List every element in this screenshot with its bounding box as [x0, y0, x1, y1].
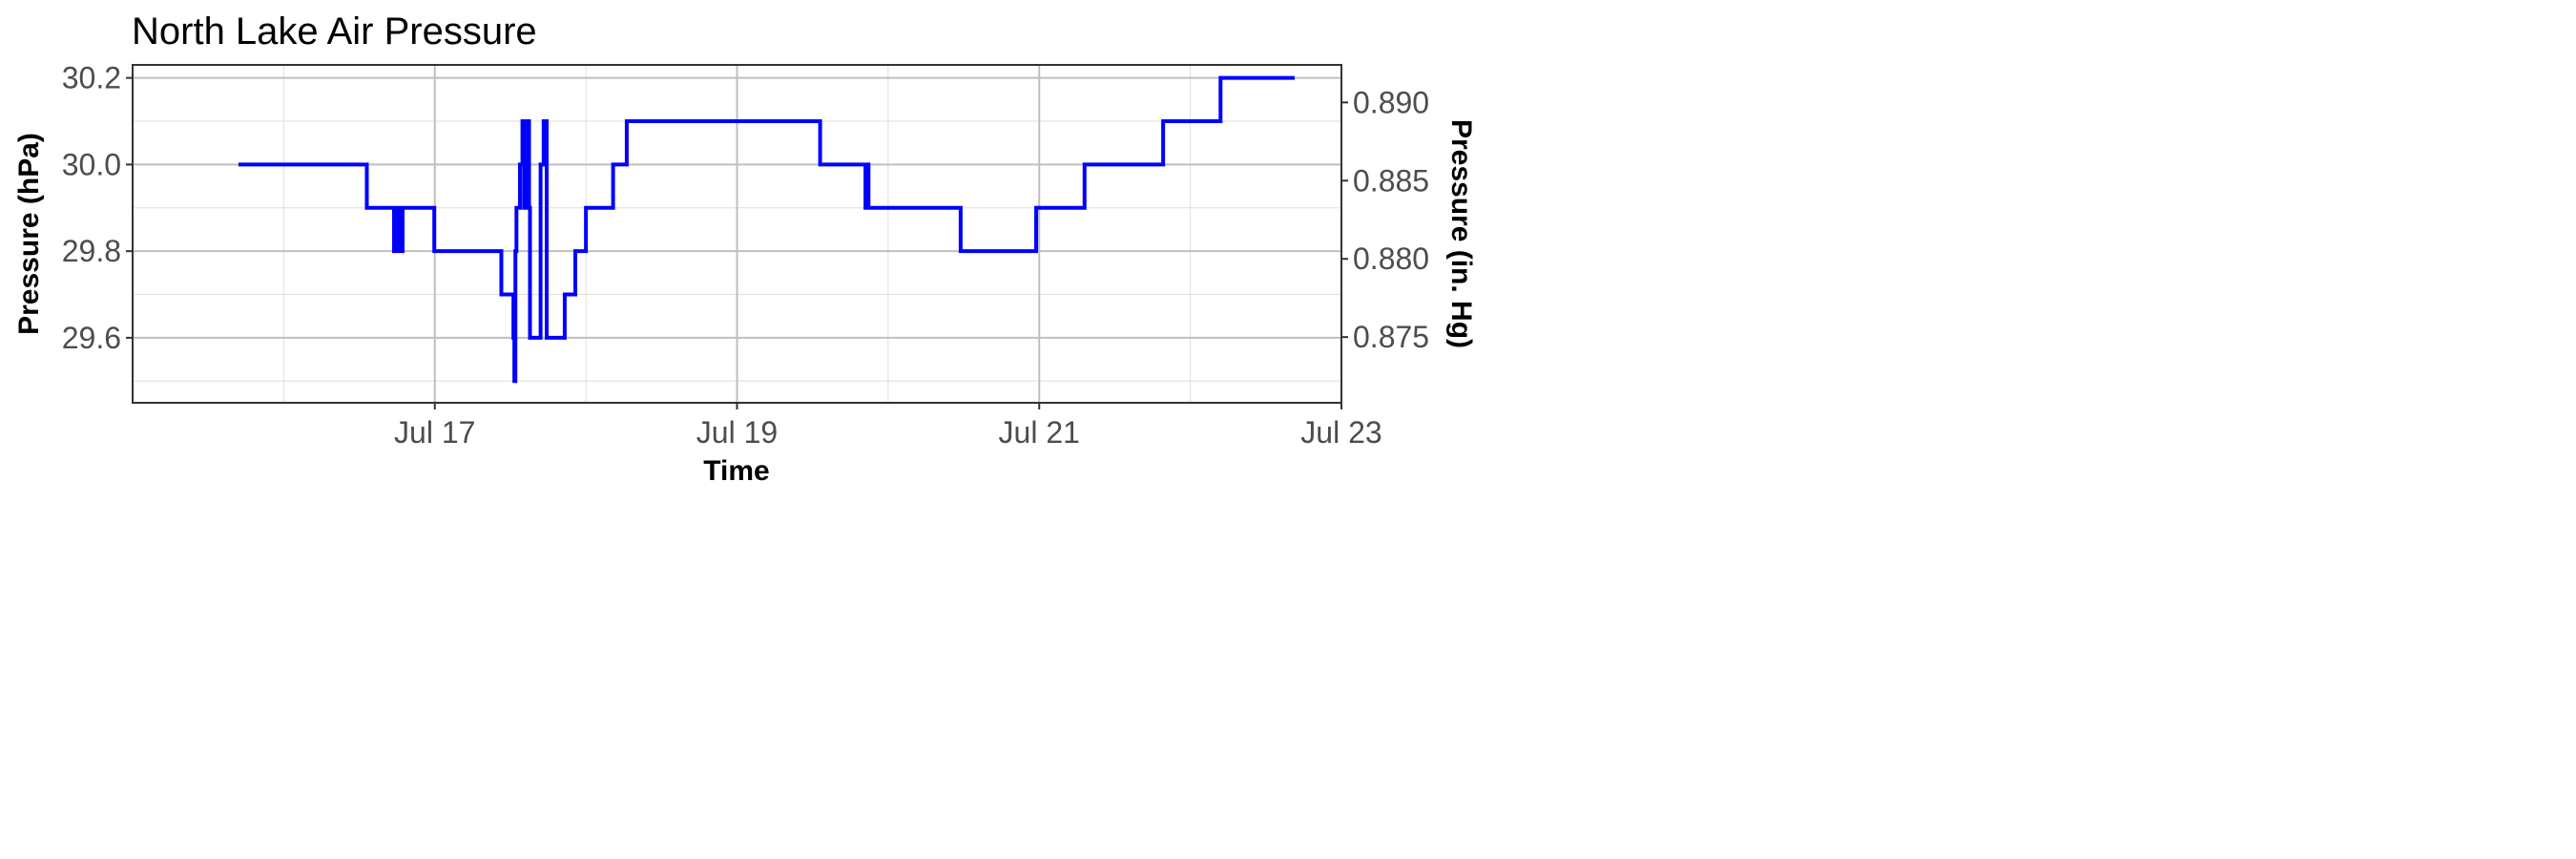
- pressure-series-line: [238, 75, 1295, 384]
- grid: [133, 65, 1341, 403]
- plot-area: [238, 75, 1295, 384]
- y2-axis-title: Pressure (in. Hg): [1445, 119, 1477, 348]
- axes: Jul 17 Jul 19 Jul 21 Jul 23 29.6 29.8 30.0 30.2…: [62, 61, 1429, 450]
- chart-svg: North Lake Air Pressure Jul 17 Jul 19 Jul …: [13, 10, 1477, 487]
- y-tick-label: 30.0: [62, 147, 121, 181]
- y2-tick-label: 0.875: [1353, 320, 1429, 354]
- x-tick-label: Jul 21: [999, 415, 1080, 450]
- y2-tick-label: 0.885: [1353, 163, 1429, 198]
- y-tick-label: 30.2: [62, 61, 121, 95]
- chart: North Lake Air Pressure Jul 17 Jul 19 Jul …: [0, 0, 1495, 498]
- x-axis-title: Time: [703, 455, 769, 487]
- y-tick-label: 29.8: [62, 234, 121, 268]
- x-tick-label: Jul 23: [1300, 415, 1381, 450]
- chart-title: North Lake Air Pressure: [132, 10, 537, 52]
- y-axis-title: Pressure (hPa): [13, 133, 45, 335]
- y2-tick-label: 0.880: [1353, 241, 1429, 276]
- x-tick-label: Jul 17: [394, 415, 475, 450]
- y-tick-label: 29.6: [62, 321, 121, 355]
- y2-tick-label: 0.890: [1353, 85, 1429, 119]
- x-tick-label: Jul 19: [696, 415, 778, 450]
